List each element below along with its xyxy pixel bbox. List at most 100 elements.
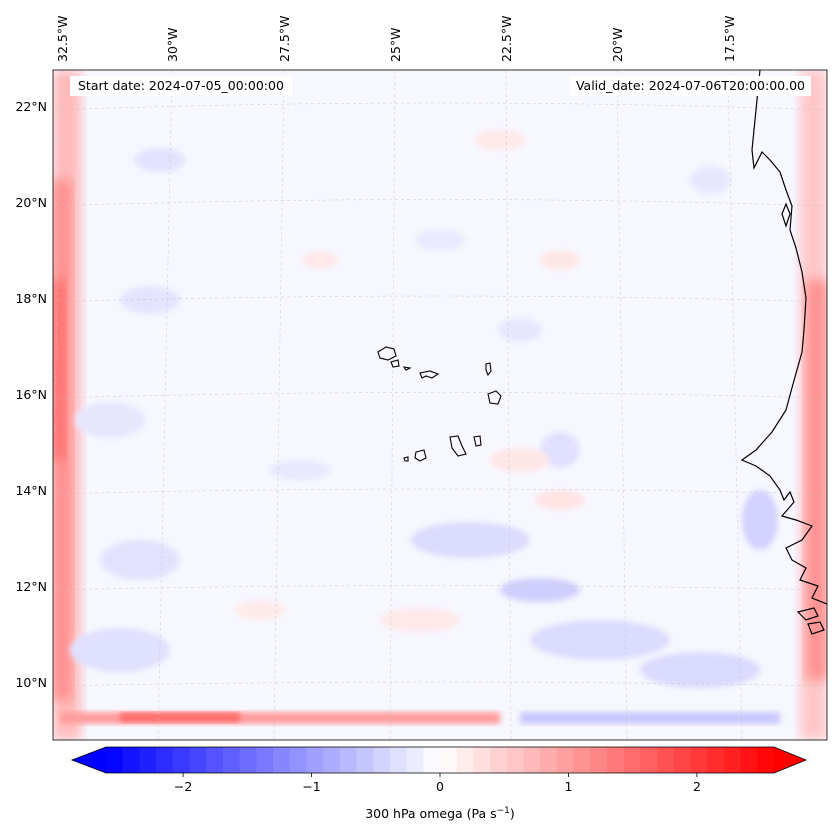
colorbar-band <box>189 747 207 773</box>
colorbar-label: 300 hPa omega (Pa s−1) <box>0 806 837 821</box>
gridline-lon-30 <box>157 70 173 740</box>
island-sao-nicolau <box>419 370 440 379</box>
colorbar-band <box>289 747 307 773</box>
colorbar-band <box>673 747 692 773</box>
lat-label-22: 22°N <box>15 99 47 114</box>
colorbar-band <box>440 747 458 773</box>
island-sao-vicente <box>390 359 400 368</box>
start-date-label: Start date: 2024-07-05_00:00:00 <box>70 76 292 96</box>
lat-label-20: 20°N <box>15 195 47 210</box>
valid-date-label: Valid_date: 2024-07-06T20:00:00.00 <box>569 76 811 96</box>
lat-label-14: 14°N <box>15 483 47 498</box>
colorbar-label-text: 300 hPa omega (Pa s <box>365 806 497 822</box>
colorbar-band <box>623 747 641 773</box>
map-frame <box>52 69 828 741</box>
colorbar-band <box>657 747 675 773</box>
colorbar-label-close: ) <box>509 806 515 822</box>
omega-field <box>53 70 827 740</box>
colorbar-band <box>590 747 608 773</box>
colorbar-bands <box>106 747 775 773</box>
colorbar-band <box>106 747 124 773</box>
gridline-lon-27-5 <box>273 70 285 740</box>
colorbar-band <box>723 747 742 773</box>
lon-label-30: 30°W <box>165 27 180 62</box>
island-brava <box>403 456 409 462</box>
colorbar-extend-max <box>774 747 806 773</box>
colorbar-band <box>490 747 508 773</box>
gridline-lon-25 <box>389 70 396 740</box>
gridline-lat-12 <box>53 585 827 591</box>
lon-label-27-5: 27.5°W <box>277 16 292 62</box>
colorbar-band <box>607 747 625 773</box>
colorbar-band <box>206 747 224 773</box>
colorbar-label-exponent: −1 <box>496 806 510 816</box>
colorbar-band <box>139 747 157 773</box>
latitude-labels: 22°N 20°N 18°N 16°N 14°N 12°N 10°N <box>15 99 47 690</box>
colorbar-band <box>156 747 174 773</box>
colorbar-tick-label: −1 <box>302 779 320 794</box>
colorbar-band <box>356 747 374 773</box>
colorbar-band <box>172 747 191 773</box>
lon-label-22-5: 22.5°W <box>499 16 514 62</box>
colorbar-band <box>406 747 424 773</box>
colorbar-band <box>373 747 391 773</box>
island-santo-antao <box>377 346 397 361</box>
colorbar-band <box>389 747 408 773</box>
gridline-lat-10 <box>53 681 827 687</box>
colorbar-band <box>690 747 708 773</box>
colorbar-band <box>523 747 541 773</box>
colorbar-band <box>339 747 358 773</box>
colorbar-band <box>506 747 525 773</box>
colorbar-band <box>640 747 658 773</box>
colorbar-band <box>306 747 324 773</box>
colorbar-tick-label: −2 <box>174 779 192 794</box>
colorbar-band <box>540 747 558 773</box>
colorbar-tick-label: 2 <box>693 779 701 794</box>
colorbar-band <box>239 747 257 773</box>
colorbar-band <box>423 747 441 773</box>
colorbar-outline <box>70 746 808 774</box>
lon-label-32-5: 32.5°W <box>55 16 70 62</box>
island-maio <box>473 435 482 447</box>
colorbar-band <box>556 747 575 773</box>
gridlines <box>53 70 827 740</box>
island-boa-vista <box>487 390 502 405</box>
gridline-lat-16 <box>53 392 827 399</box>
island-sal <box>485 362 492 377</box>
colorbar-band <box>456 747 474 773</box>
longitude-labels: 32.5°W 30°W 27.5°W 25°W 22.5°W 20°W 17.5… <box>55 16 737 62</box>
island-santa-luzia <box>402 366 412 371</box>
colorbar-ticks: −2 −1 0 1 2 <box>174 773 701 794</box>
colorbar-band <box>323 747 341 773</box>
cape-verde-islands <box>377 346 502 462</box>
colorbar-band <box>122 747 140 773</box>
colorbar-band <box>757 747 775 773</box>
colorbar-band <box>256 747 274 773</box>
gridline-lat-14 <box>53 488 827 495</box>
colorbar-band <box>222 747 241 773</box>
island-fogo <box>414 449 427 462</box>
lat-label-16: 16°N <box>15 387 47 402</box>
colorbar-tick-label: 0 <box>436 779 444 794</box>
colorbar-band <box>273 747 291 773</box>
gridline-lon-20 <box>616 70 628 740</box>
lon-label-17-5: 17.5°W <box>722 16 737 62</box>
gridline-lat-18 <box>53 295 827 303</box>
gridline-lat-20 <box>53 199 827 207</box>
gridline-lon-17-5 <box>727 70 743 740</box>
colorbar-tick-label: 1 <box>564 779 572 794</box>
colorbar-extend-min <box>72 747 106 773</box>
colorbar-band <box>573 747 591 773</box>
colorbar: −2 −1 0 1 2 <box>70 746 808 794</box>
lat-label-10: 10°N <box>15 675 47 690</box>
lat-label-18: 18°N <box>15 291 47 306</box>
lon-label-20: 20°W <box>610 27 625 62</box>
colorbar-band <box>707 747 725 773</box>
colorbar-band <box>740 747 758 773</box>
lon-label-25: 25°W <box>388 27 403 62</box>
gridline-lat-22 <box>53 102 827 111</box>
island-santiago <box>449 435 467 457</box>
lat-label-12: 12°N <box>15 579 47 594</box>
gridline-lon-22-5 <box>505 70 512 740</box>
